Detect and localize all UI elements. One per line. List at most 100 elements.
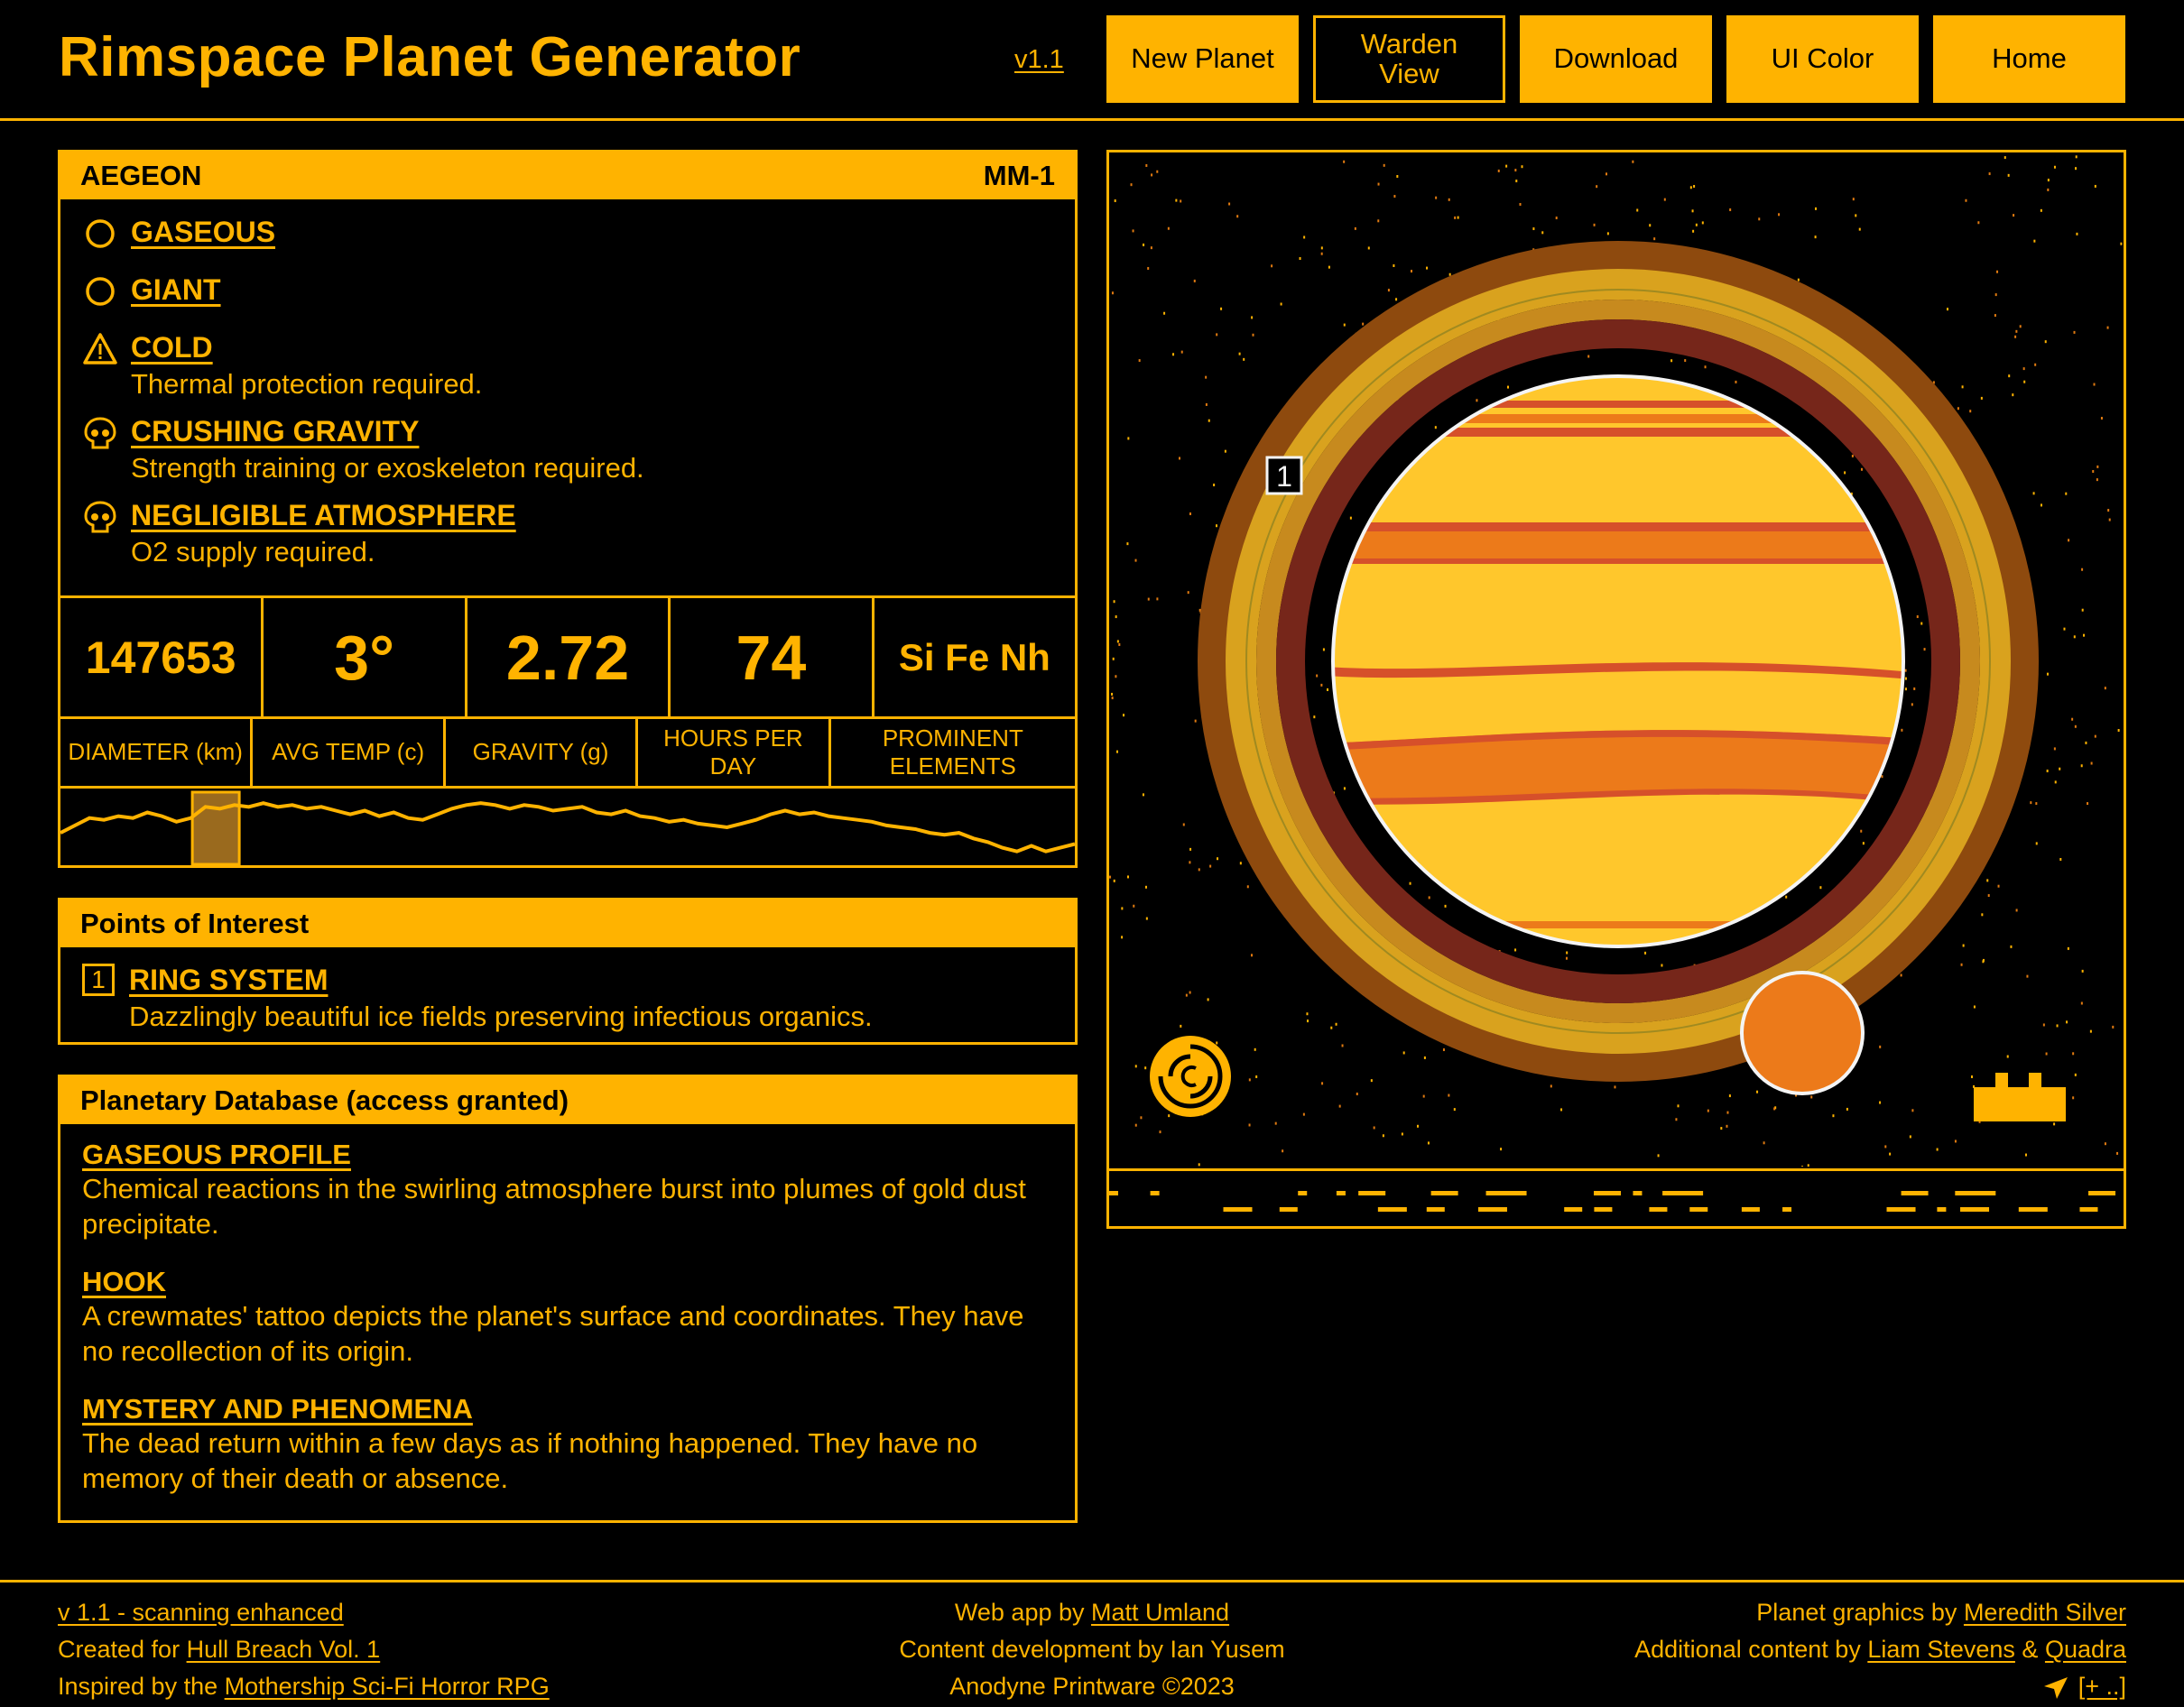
scan-dash (1279, 1207, 1298, 1212)
star (1189, 861, 1191, 864)
star (2026, 974, 2029, 978)
star (1850, 492, 1853, 495)
new-planet-button[interactable]: New Planet (1106, 15, 1299, 103)
star (1320, 252, 1323, 255)
star (1115, 675, 1117, 678)
star (2065, 492, 2068, 495)
star (1322, 648, 1325, 651)
star (1653, 237, 1656, 241)
trait-name[interactable]: COLD (131, 331, 213, 364)
star (1726, 1124, 1728, 1128)
entry-title[interactable]: GASEOUS PROFILE (82, 1139, 351, 1170)
star (1819, 886, 1822, 890)
star (1147, 266, 1150, 270)
star (1299, 257, 1301, 261)
circle-icon (86, 219, 115, 248)
trait-gaseous: GASEOUS (82, 216, 275, 252)
expand-link[interactable]: [+ ..] (2078, 1673, 2126, 1700)
download-button[interactable]: Download (1520, 15, 1712, 103)
star (2108, 518, 2111, 521)
planet-code: MM-1 (983, 160, 1055, 191)
star (2063, 627, 2066, 631)
scan-marker[interactable] (190, 790, 241, 866)
star (1193, 279, 1196, 282)
star (2072, 1096, 2075, 1100)
star (1900, 973, 1902, 977)
star (1978, 1120, 1981, 1123)
star (1328, 265, 1330, 269)
star (1904, 669, 1907, 672)
version-link[interactable]: v1.1 (1014, 45, 1064, 74)
star (2090, 761, 2093, 765)
star (1208, 419, 1210, 422)
star (2053, 1122, 2056, 1126)
poi-marker-1[interactable]: 1 (1265, 456, 1303, 495)
star (2092, 469, 2095, 473)
star (1205, 402, 1208, 406)
star (1476, 399, 1478, 402)
star (2075, 167, 2078, 171)
star (1335, 1022, 1337, 1026)
star (1215, 524, 1217, 528)
star (1422, 1094, 1425, 1098)
star (2117, 729, 2120, 733)
star (1920, 622, 1923, 625)
scan-dash (1336, 1191, 1346, 1195)
trait-name[interactable]: GIANT (131, 273, 221, 306)
star (1423, 1056, 1426, 1059)
star (1426, 266, 1429, 270)
star (1763, 1141, 1765, 1145)
star (1982, 958, 1985, 962)
star (1126, 542, 1129, 546)
star (1636, 208, 1639, 212)
star (1889, 1152, 1892, 1156)
scan-dash (1594, 1207, 1613, 1212)
ui-color-button[interactable]: UI Color (1726, 15, 1919, 103)
database-entry: MYSTERY AND PHENOMENA The dead return wi… (60, 1393, 1075, 1496)
planet-body (1333, 376, 1903, 946)
trait-name[interactable]: NEGLIGIBLE ATMOSPHERE (131, 499, 516, 531)
meredith-silver-link[interactable]: Meredith Silver (1963, 1599, 2126, 1626)
scan-profile-graph[interactable] (60, 789, 1076, 868)
footer-left: v 1.1 - scanning enhanced Created for Hu… (58, 1594, 550, 1705)
home-button[interactable]: Home (1933, 15, 2125, 103)
warden-view-button[interactable]: Warden View (1313, 15, 1505, 103)
mothership-link[interactable]: Mothership Sci-Fi Horror RPG (224, 1673, 550, 1700)
star (1801, 1166, 1804, 1167)
poi-name[interactable]: RING SYSTEM (129, 964, 329, 996)
star (1675, 1118, 1678, 1121)
matt-umland-link[interactable]: Matt Umland (1091, 1599, 1230, 1626)
star (1134, 1123, 1137, 1127)
liam-stevens-link[interactable]: Liam Stevens (1867, 1636, 2015, 1663)
star (1596, 185, 1598, 189)
version-notes-link[interactable]: v 1.1 - scanning enhanced (58, 1599, 344, 1626)
poi-item: 1 RING SYSTEM Dazzlingly beautiful ice fi… (82, 964, 873, 1033)
star (2040, 208, 2042, 212)
trait-name[interactable]: CRUSHING GRAVITY (131, 415, 420, 448)
scan-dash (1223, 1207, 1253, 1212)
star (2074, 724, 2077, 728)
star (1448, 198, 1450, 201)
entry-title[interactable]: MYSTERY AND PHENOMENA (82, 1393, 473, 1425)
star (1243, 357, 1245, 361)
trait-name[interactable]: GASEOUS (131, 216, 276, 248)
star (1370, 1079, 1373, 1083)
star (1303, 235, 1306, 239)
star (1140, 1116, 1143, 1120)
star (1163, 311, 1166, 315)
star (1396, 175, 1399, 179)
stat-elements-value: Si Fe Nh (898, 635, 1050, 678)
moon[interactable] (1740, 971, 1865, 1095)
footer-text: Planet graphics by (1756, 1599, 1964, 1626)
star (1145, 917, 1148, 920)
star (1728, 1094, 1731, 1098)
entry-title[interactable]: HOOK (82, 1266, 166, 1297)
database-header: Planetary Database (access granted) (60, 1077, 1075, 1124)
star (1632, 160, 1634, 163)
hull-breach-link[interactable]: Hull Breach Vol. 1 (186, 1636, 381, 1663)
star (1514, 169, 1517, 172)
star (1560, 1108, 1563, 1112)
star (2100, 417, 2103, 420)
quadra-link[interactable]: Quadra (2044, 1636, 2126, 1663)
stat-diameter-value: 147653 (60, 598, 264, 716)
